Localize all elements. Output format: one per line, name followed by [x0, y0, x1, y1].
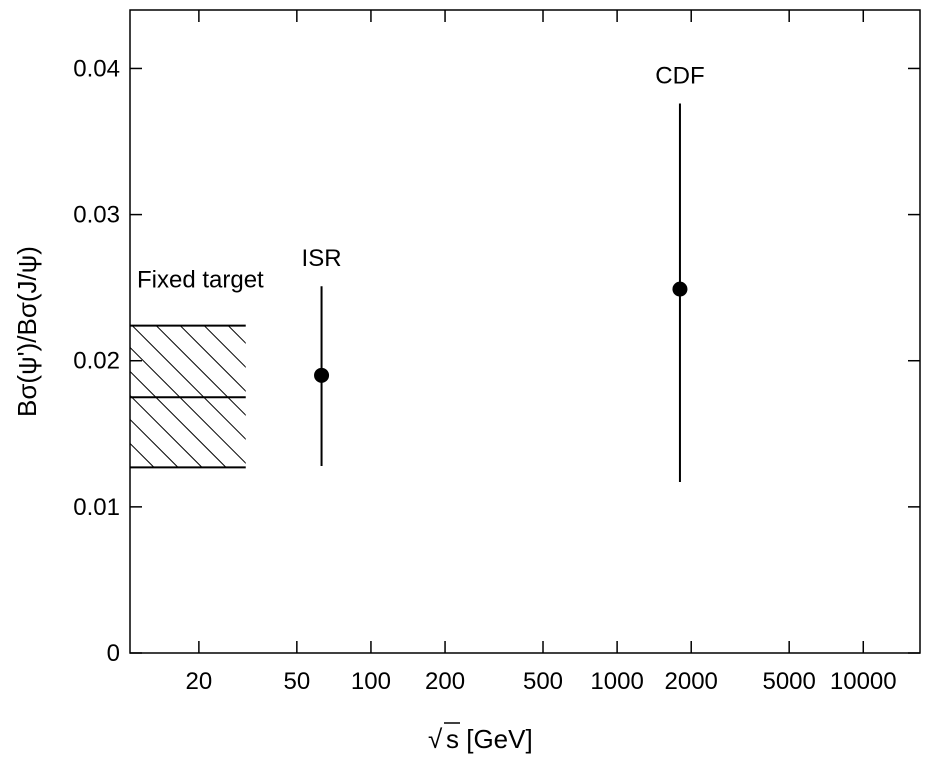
marker	[314, 367, 330, 383]
x-axis-label: s [GeV]	[446, 724, 533, 754]
fixed-target-band	[130, 324, 394, 469]
hatch-line	[227, 325, 246, 344]
tick-labels: 0 0.01 0.02 0.03 0.04 20 50 100 200 500 1000 2000 50…	[73, 55, 896, 695]
y-tick-label: 0.01	[73, 494, 120, 521]
x-tick-label: 200	[425, 668, 465, 695]
plot-frame	[129, 9, 921, 654]
sqrt-symbol: √	[428, 724, 443, 754]
x-tick-label: 2000	[665, 668, 718, 695]
y-tick-label: 0.02	[73, 348, 120, 375]
hatch-line	[203, 325, 246, 368]
x-tick-label: 5000	[762, 668, 815, 695]
axis-ticks	[130, 10, 920, 654]
hatch-line	[252, 326, 394, 468]
point-label: CDF	[655, 63, 704, 90]
band-label: Fixed target	[137, 267, 264, 294]
marker	[672, 281, 688, 297]
hatch-line	[130, 418, 179, 468]
data-point-cdf: CDF	[655, 63, 705, 483]
y-axis-title: Bσ(ψ')/Bσ(J/ψ)	[12, 246, 42, 417]
x-tick-label: 50	[283, 668, 310, 695]
x-tick-label: 500	[523, 668, 563, 695]
y-tick-label: 0.03	[73, 202, 120, 229]
point-label: ISR	[302, 245, 342, 272]
y-tick-label: 0	[107, 640, 120, 667]
data-points: ISR CDF	[302, 63, 705, 483]
y-tick-label: 0.04	[73, 55, 120, 82]
hatch-line	[179, 325, 246, 392]
x-axis-title: √ s [GeV]	[428, 722, 533, 754]
x-tick-label: 10000	[830, 668, 897, 695]
data-point-isr: ISR	[302, 245, 342, 466]
x-tick-label: 20	[186, 668, 213, 695]
x-tick-label: 100	[351, 668, 391, 695]
x-tick-label: 1000	[590, 668, 643, 695]
